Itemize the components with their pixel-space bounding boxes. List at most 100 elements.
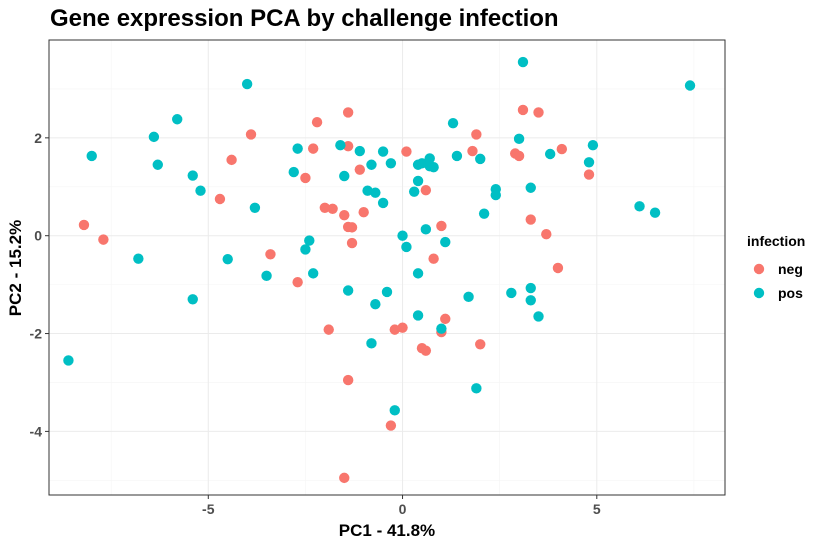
data-point-pos bbox=[222, 253, 233, 265]
data-point-neg bbox=[214, 193, 226, 205]
data-point-neg bbox=[346, 237, 358, 249]
data-point-pos bbox=[261, 270, 272, 282]
data-point-neg bbox=[533, 107, 544, 118]
legend-label-neg: neg bbox=[778, 261, 803, 277]
x-tick-label: 0 bbox=[399, 501, 407, 517]
data-point-neg bbox=[354, 164, 366, 175]
grid-lines bbox=[49, 40, 725, 495]
data-point-pos bbox=[86, 150, 97, 162]
legend-key-pos bbox=[753, 287, 765, 299]
data-point-pos bbox=[370, 298, 381, 310]
data-point-neg bbox=[342, 140, 354, 152]
data-point-pos bbox=[370, 187, 381, 198]
data-point-pos bbox=[634, 201, 645, 212]
data-point-pos bbox=[342, 285, 354, 296]
data-point-pos bbox=[420, 224, 432, 235]
data-point-pos bbox=[249, 202, 261, 214]
data-point-pos bbox=[401, 241, 412, 253]
x-tick-label: 5 bbox=[593, 501, 601, 517]
data-point-neg bbox=[346, 222, 358, 233]
data-point-neg bbox=[358, 207, 369, 218]
data-point-pos bbox=[684, 80, 696, 91]
data-point-neg bbox=[307, 143, 319, 154]
data-point-pos bbox=[362, 185, 373, 196]
data-point-neg bbox=[98, 234, 109, 245]
data-point-pos bbox=[525, 282, 536, 294]
data-point-pos bbox=[440, 236, 451, 248]
data-point-pos bbox=[133, 253, 144, 264]
data-point-pos bbox=[649, 207, 661, 218]
data-point-pos bbox=[288, 166, 299, 178]
data-point-pos bbox=[451, 150, 463, 162]
data-point-pos bbox=[490, 189, 501, 201]
data-point-pos bbox=[292, 143, 303, 154]
data-point-pos bbox=[339, 170, 350, 182]
y-tick-label: -2 bbox=[30, 326, 43, 342]
data-point-pos bbox=[587, 139, 599, 151]
data-point-neg bbox=[420, 345, 432, 356]
data-point-pos bbox=[436, 323, 447, 334]
data-point-neg bbox=[436, 220, 447, 232]
data-point-neg bbox=[385, 420, 397, 431]
data-point-pos bbox=[408, 186, 420, 197]
data-point-pos bbox=[389, 405, 400, 416]
data-point-neg bbox=[245, 129, 257, 140]
x-tick-label: -5 bbox=[202, 501, 215, 517]
data-point-neg bbox=[389, 324, 400, 335]
data-point-pos bbox=[304, 235, 315, 246]
data-point-neg bbox=[552, 262, 564, 274]
data-point-pos bbox=[354, 145, 366, 157]
y-tick-label: 0 bbox=[34, 228, 42, 244]
data-point-pos bbox=[397, 230, 408, 241]
data-point-neg bbox=[475, 339, 486, 350]
axis-ticks: -5 0 5 -4 -2 0 2 bbox=[30, 130, 601, 517]
legend-key-neg bbox=[753, 263, 765, 275]
data-point-pos bbox=[195, 185, 206, 196]
data-point-neg bbox=[292, 276, 303, 288]
data-point-pos bbox=[307, 268, 319, 279]
data-point-neg bbox=[300, 172, 311, 184]
data-point-pos bbox=[241, 78, 253, 90]
data-point-pos bbox=[335, 139, 346, 151]
data-point-neg bbox=[401, 146, 412, 157]
data-point-neg bbox=[323, 324, 334, 335]
data-point-pos bbox=[412, 310, 424, 321]
data-point-neg bbox=[467, 145, 478, 157]
data-point-neg bbox=[339, 209, 350, 221]
data-point-pos bbox=[525, 182, 536, 193]
x-axis-title: PC1 - 41.8% bbox=[339, 521, 435, 540]
data-point-pos bbox=[544, 148, 556, 160]
data-point-pos bbox=[463, 291, 474, 303]
data-point-pos bbox=[447, 117, 459, 129]
data-point-neg bbox=[583, 169, 595, 180]
data-point-pos bbox=[377, 146, 389, 157]
data-point-pos bbox=[525, 295, 536, 306]
data-point-pos bbox=[513, 133, 525, 145]
data-point-neg bbox=[226, 154, 237, 166]
data-point-pos bbox=[428, 162, 439, 173]
data-point-pos bbox=[187, 294, 198, 305]
data-point-pos bbox=[471, 383, 482, 394]
data-point-neg bbox=[513, 150, 525, 162]
data-point-neg bbox=[517, 104, 529, 116]
data-point-pos bbox=[148, 131, 160, 143]
legend: infection neg pos bbox=[747, 233, 805, 301]
data-point-neg bbox=[428, 253, 439, 264]
plot-panel-border bbox=[48, 39, 726, 496]
data-point-pos bbox=[152, 159, 163, 170]
data-point-pos bbox=[412, 175, 424, 187]
data-point-pos bbox=[517, 56, 529, 68]
legend-label-pos: pos bbox=[778, 285, 803, 301]
y-tick-label: 2 bbox=[34, 130, 42, 146]
data-point-pos bbox=[377, 197, 389, 209]
data-point-pos bbox=[478, 208, 490, 219]
data-point-neg bbox=[319, 202, 331, 214]
data-point-pos bbox=[381, 286, 393, 298]
data-point-pos bbox=[424, 153, 435, 164]
data-point-neg bbox=[556, 143, 568, 155]
data-point-pos bbox=[533, 311, 544, 322]
data-point-neg bbox=[420, 184, 432, 196]
y-axis-title: PC2 - 15.2% bbox=[6, 220, 25, 316]
data-point-pos bbox=[475, 153, 486, 165]
data-point-neg bbox=[541, 229, 552, 240]
